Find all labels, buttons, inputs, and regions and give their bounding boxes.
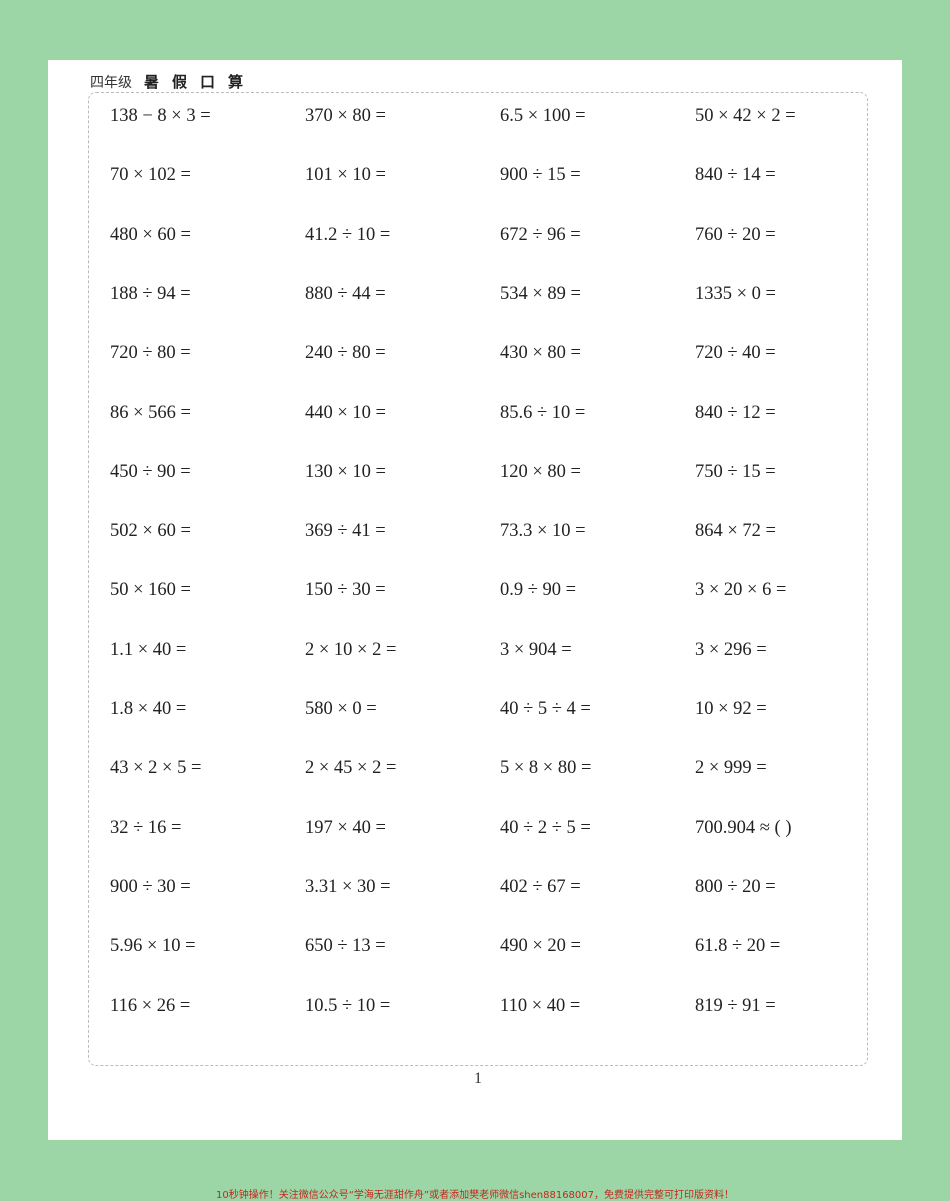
problem-item: 1.8 × 40 = xyxy=(110,699,187,719)
problem-item: 120 × 80 = xyxy=(500,461,581,482)
problem-item: 138 − 8 × 3 = xyxy=(110,106,211,126)
problem-item: 2 × 999 = xyxy=(695,758,767,779)
problem-item: 3 × 296 = xyxy=(695,639,767,660)
problem-item: 2 × 45 × 2 = xyxy=(305,758,397,779)
problems-box xyxy=(88,92,868,1066)
problem-item: 800 ÷ 20 = xyxy=(695,876,776,897)
problem-item: 750 ÷ 15 = xyxy=(695,461,776,482)
problem-item: 370 × 80 = xyxy=(305,106,386,126)
problem-item: 110 × 40 = xyxy=(500,995,581,1016)
problem-item: 720 ÷ 40 = xyxy=(695,343,776,364)
problem-item: 3 × 904 = xyxy=(500,639,572,660)
problem-item: 450 ÷ 90 = xyxy=(110,461,191,482)
problem-item: 70 × 102 = xyxy=(110,165,191,186)
problem-item: 10 × 92 = xyxy=(695,699,767,719)
problem-item: 40 ÷ 2 ÷ 5 = xyxy=(500,817,591,838)
problem-item: 130 × 10 = xyxy=(305,461,386,482)
problem-item: 43 × 2 × 5 = xyxy=(110,758,202,779)
problem-item: 240 ÷ 80 = xyxy=(305,343,386,364)
problem-item: 430 × 80 = xyxy=(500,343,581,364)
problem-item: 720 ÷ 80 = xyxy=(110,343,191,364)
problem-item: 369 ÷ 41 = xyxy=(305,521,386,542)
problem-item: 534 × 89 = xyxy=(500,283,581,304)
problem-item: 32 ÷ 16 = xyxy=(110,817,182,838)
problem-item: 490 × 20 = xyxy=(500,936,581,957)
problem-item: 86 × 566 = xyxy=(110,402,191,423)
problem-item: 760 ÷ 20 = xyxy=(695,224,776,245)
problem-item: 50 × 42 × 2 = xyxy=(695,106,796,126)
problem-item: 101 × 10 = xyxy=(305,165,386,186)
problem-item: 2 × 10 × 2 = xyxy=(305,639,397,660)
problem-item: 6.5 × 100 = xyxy=(500,106,586,126)
problem-item: 0.9 ÷ 90 = xyxy=(500,580,577,601)
problem-item: 840 ÷ 12 = xyxy=(695,402,776,423)
problem-item: 10.5 ÷ 10 = xyxy=(305,995,391,1016)
grade-label: 四年级 xyxy=(90,75,132,91)
problem-item: 61.8 ÷ 20 = xyxy=(695,936,781,957)
problem-item: 900 ÷ 15 = xyxy=(500,165,581,186)
problem-item: 480 × 60 = xyxy=(110,224,191,245)
problem-item: 1335 × 0 = xyxy=(695,283,776,304)
problem-item: 40 ÷ 5 ÷ 4 = xyxy=(500,699,591,719)
problem-item: 650 ÷ 13 = xyxy=(305,936,386,957)
problem-item: 3.31 × 30 = xyxy=(305,876,391,897)
problem-item: 672 ÷ 96 = xyxy=(500,224,581,245)
problem-item: 700.904 ≈ ( ) xyxy=(695,817,792,838)
problem-item: 5 × 8 × 80 = xyxy=(500,758,592,779)
problem-item: 188 ÷ 94 = xyxy=(110,283,191,304)
problem-item: 840 ÷ 14 = xyxy=(695,165,776,186)
page-number: 1 xyxy=(474,1070,482,1087)
problem-item: 197 × 40 = xyxy=(305,817,386,838)
problem-item: 880 ÷ 44 = xyxy=(305,283,386,304)
problem-item: 3 × 20 × 6 = xyxy=(695,580,787,601)
problem-item: 50 × 160 = xyxy=(110,580,191,601)
page-header: 四年级 暑假口算 xyxy=(90,71,256,92)
problem-item: 73.3 × 10 = xyxy=(500,521,586,542)
problem-item: 5.96 × 10 = xyxy=(110,936,196,957)
worksheet-title: 暑假口算 xyxy=(144,73,257,91)
problem-item: 580 × 0 = xyxy=(305,699,377,719)
problem-item: 864 × 72 = xyxy=(695,521,776,542)
problem-item: 1.1 × 40 = xyxy=(110,639,187,660)
problem-item: 41.2 ÷ 10 = xyxy=(305,224,391,245)
problem-item: 502 × 60 = xyxy=(110,521,191,542)
problem-item: 440 × 10 = xyxy=(305,402,386,423)
problem-item: 819 ÷ 91 = xyxy=(695,995,776,1016)
worksheet-page: 四年级 暑假口算 138 − 8 × 3 = 370 × 80 = 6.5 × 100… xyxy=(48,60,902,1140)
problem-item: 150 ÷ 30 = xyxy=(305,580,386,601)
problem-item: 900 ÷ 30 = xyxy=(110,876,191,897)
footer-note: 10秒钟操作！关注微信公众号“学海无涯甜作舟”或者添加樊老师微信shen8816… xyxy=(215,1190,735,1201)
problem-item: 116 × 26 = xyxy=(110,995,191,1016)
problem-item: 402 ÷ 67 = xyxy=(500,876,581,897)
problem-item: 85.6 ÷ 10 = xyxy=(500,402,586,423)
